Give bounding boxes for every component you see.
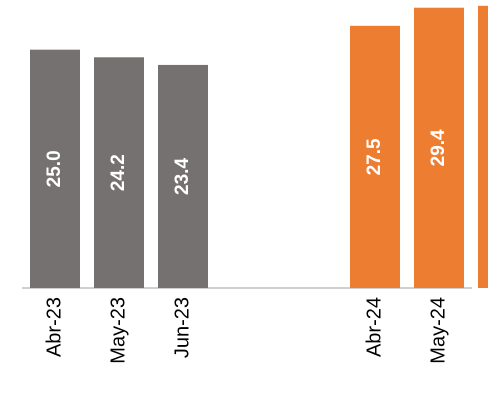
x-tick-label: May-23 [107, 297, 129, 364]
x-tick-label: Abr-24 [363, 297, 385, 357]
bar [478, 5, 488, 289]
x-tick-label: May-24 [427, 297, 449, 364]
x-tick-label: Abr-23 [43, 297, 65, 357]
bar [94, 57, 144, 288]
x-tick-label: Jun-23 [171, 297, 193, 358]
value-label: 24.2 [108, 154, 129, 191]
bar [414, 7, 464, 288]
value-label: 27.5 [364, 138, 385, 175]
value-label: 29.4 [428, 129, 449, 166]
bar [158, 64, 208, 288]
bar [350, 25, 400, 288]
bar [30, 49, 80, 288]
value-label: 25.0 [44, 150, 65, 187]
value-label: 23.4 [172, 158, 193, 195]
